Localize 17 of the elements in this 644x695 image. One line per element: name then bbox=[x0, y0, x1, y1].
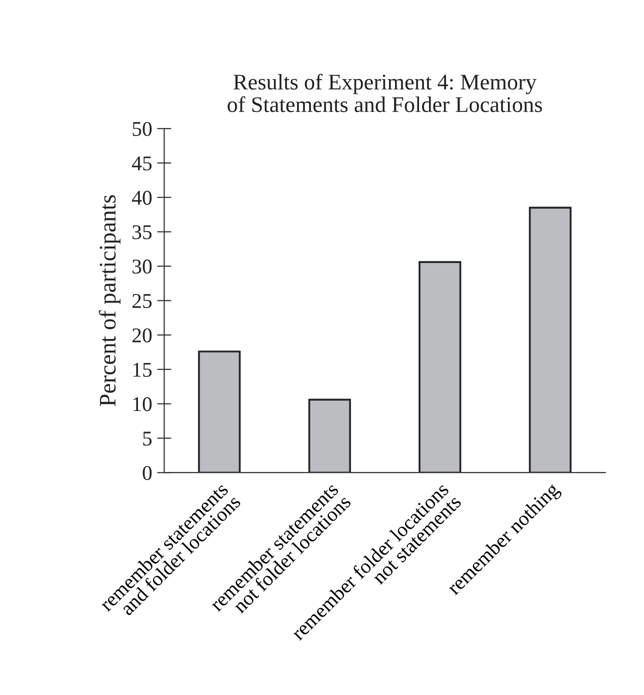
y-tick-label: 20 bbox=[132, 328, 152, 342]
y-tick-label: 5 bbox=[143, 432, 152, 446]
y-tick-label: 45 bbox=[132, 156, 152, 170]
y-tick-label: 35 bbox=[132, 225, 152, 240]
chart-title: Results of Experiment 4: Memory of Statements and Folder Locations bbox=[228, 74, 542, 112]
y-tick-label: 30 bbox=[132, 260, 152, 274]
y-tick-label: 0 bbox=[142, 466, 152, 480]
y-tick-label: 15 bbox=[133, 362, 152, 377]
y-tick-label: 40 bbox=[132, 190, 152, 205]
y-axis-title: Percent of participants bbox=[98, 195, 120, 406]
y-tick-label: 25 bbox=[132, 294, 152, 308]
bar bbox=[528, 206, 572, 473]
y-tick-label: 50 bbox=[132, 122, 152, 136]
bar bbox=[198, 350, 241, 473]
bar bbox=[308, 398, 351, 473]
bar bbox=[418, 261, 462, 473]
y-tick-label: 10 bbox=[133, 397, 152, 412]
